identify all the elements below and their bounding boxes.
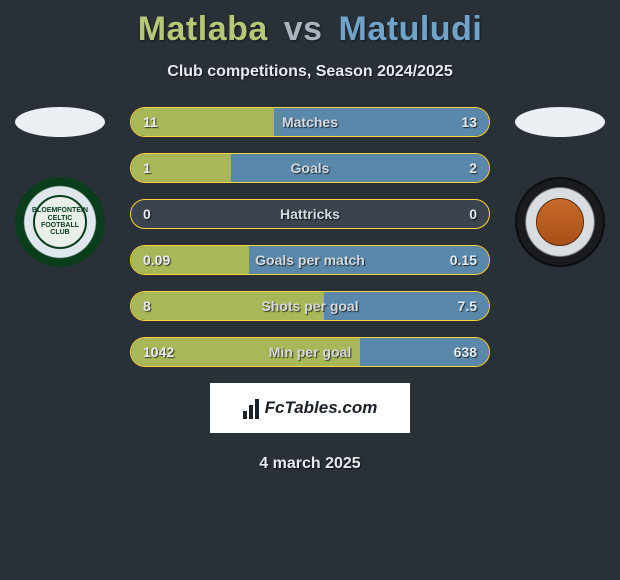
stat-rows: 11Matches13 1Goals2 0Hattricks0 0.09Goals p… bbox=[130, 107, 490, 367]
stat-right-value: 2 bbox=[399, 160, 489, 176]
stat-row: 1042Min per goal638 bbox=[130, 337, 490, 367]
stat-label: Shots per goal bbox=[221, 298, 399, 314]
stat-label: Min per goal bbox=[221, 344, 399, 360]
branding-logo-icon bbox=[243, 397, 259, 419]
stat-left-value: 1 bbox=[131, 160, 221, 176]
player1-club-badge-text: BLOEMFONTEIN CELTIC FOOTBALL CLUB bbox=[33, 195, 87, 249]
stat-row: 0.09Goals per match0.15 bbox=[130, 245, 490, 275]
branding-box[interactable]: FcTables.com bbox=[210, 383, 410, 433]
stat-left-value: 1042 bbox=[131, 344, 221, 360]
stat-label: Matches bbox=[221, 114, 399, 130]
stat-row: 1Goals2 bbox=[130, 153, 490, 183]
branding-text: FcTables.com bbox=[265, 398, 378, 418]
stat-left-value: 11 bbox=[131, 114, 221, 130]
stat-right-value: 0.15 bbox=[399, 252, 489, 268]
stat-row: 11Matches13 bbox=[130, 107, 490, 137]
subtitle: Club competitions, Season 2024/2025 bbox=[0, 63, 620, 81]
stat-row: 0Hattricks0 bbox=[130, 199, 490, 229]
player2-name: Matuludi bbox=[339, 10, 483, 48]
vs-label: vs bbox=[284, 10, 323, 48]
comparison-title: Matlaba vs Matuludi bbox=[0, 0, 620, 49]
player2-photo-placeholder bbox=[515, 107, 605, 137]
stat-right-value: 0 bbox=[399, 206, 489, 222]
stat-right-value: 638 bbox=[399, 344, 489, 360]
stat-label: Goals per match bbox=[221, 252, 399, 268]
player2-club-badge-icon bbox=[536, 198, 584, 246]
stat-left-value: 0 bbox=[131, 206, 221, 222]
stat-label: Goals bbox=[221, 160, 399, 176]
date-label: 4 march 2025 bbox=[0, 455, 620, 473]
player1-name: Matlaba bbox=[138, 10, 268, 48]
player2-club-badge bbox=[515, 177, 605, 267]
stat-label: Hattricks bbox=[221, 206, 399, 222]
stat-left-value: 8 bbox=[131, 298, 221, 314]
stat-left-value: 0.09 bbox=[131, 252, 221, 268]
stat-row: 8Shots per goal7.5 bbox=[130, 291, 490, 321]
comparison-panel: BLOEMFONTEIN CELTIC FOOTBALL CLUB 11Matc… bbox=[0, 107, 620, 367]
player1-club-badge: BLOEMFONTEIN CELTIC FOOTBALL CLUB bbox=[15, 177, 105, 267]
player1-photo-placeholder bbox=[15, 107, 105, 137]
stat-right-value: 13 bbox=[399, 114, 489, 130]
stat-right-value: 7.5 bbox=[399, 298, 489, 314]
